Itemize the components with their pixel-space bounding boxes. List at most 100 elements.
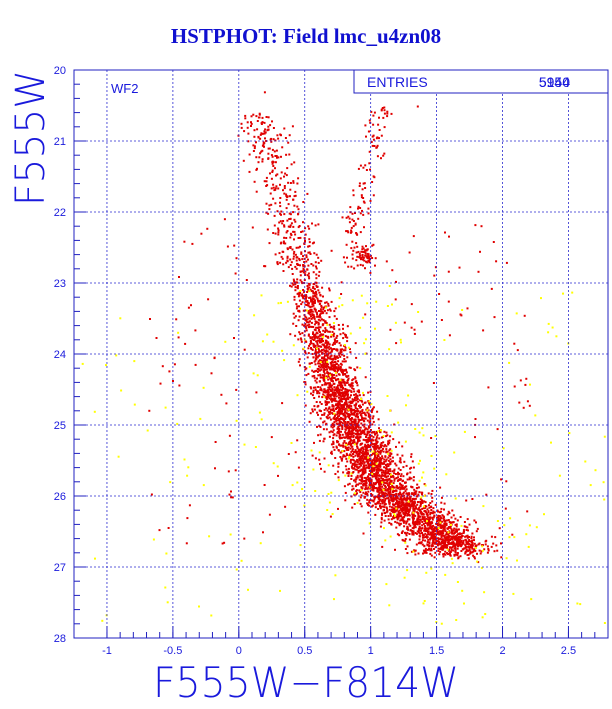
data-point-red xyxy=(410,466,413,469)
data-point-red xyxy=(441,538,444,541)
data-point-yellow xyxy=(603,435,606,438)
data-point-red xyxy=(311,336,314,339)
data-point-red xyxy=(328,416,331,419)
data-point-red xyxy=(259,152,262,155)
data-point-red xyxy=(305,329,308,332)
data-point-red xyxy=(296,205,299,208)
data-point-red xyxy=(376,487,379,490)
data-point-red xyxy=(382,483,385,486)
data-point-red xyxy=(333,433,336,436)
x-tick-label: 1 xyxy=(368,645,374,657)
data-point-red xyxy=(390,518,393,521)
data-point-red xyxy=(377,490,380,493)
data-point-red xyxy=(260,132,263,135)
data-point-red xyxy=(380,483,382,486)
data-point-red xyxy=(290,163,293,166)
data-point-red xyxy=(384,485,387,487)
data-point-red xyxy=(397,503,399,506)
data-point-red xyxy=(345,401,348,404)
data-point-red xyxy=(313,287,316,290)
data-point-red xyxy=(322,311,325,314)
data-point-red xyxy=(343,440,346,443)
data-point-red xyxy=(451,536,454,538)
data-point-yellow xyxy=(253,314,256,317)
data-point-yellow xyxy=(372,450,375,453)
data-point-red xyxy=(313,360,316,363)
data-point-red xyxy=(356,384,359,387)
data-point-red xyxy=(358,489,361,492)
data-point-yellow xyxy=(322,336,324,338)
data-point-red xyxy=(305,374,308,377)
data-point-red xyxy=(329,515,332,518)
data-point-red xyxy=(380,516,383,519)
data-point-red xyxy=(428,541,431,544)
data-point-red xyxy=(342,323,344,326)
data-point-red xyxy=(230,490,232,493)
data-point-yellow xyxy=(302,347,305,350)
data-point-red xyxy=(419,511,422,514)
data-point-red xyxy=(272,138,275,141)
data-point-red xyxy=(446,541,449,544)
data-point-red xyxy=(286,248,289,251)
data-point-red xyxy=(318,349,321,352)
data-point-red xyxy=(280,171,283,174)
data-point-red xyxy=(352,388,355,390)
chip-label: WF2 xyxy=(111,81,138,96)
data-point-red xyxy=(244,117,247,120)
data-point-red xyxy=(318,439,321,442)
data-point-red xyxy=(333,389,336,392)
data-point-red xyxy=(384,497,387,500)
data-point-red xyxy=(354,212,356,214)
data-point-red xyxy=(347,475,350,477)
data-point-red xyxy=(317,274,320,277)
data-point-red xyxy=(380,157,382,160)
data-point-red xyxy=(297,319,300,322)
data-point-red xyxy=(292,181,295,184)
data-point-red xyxy=(434,266,437,269)
data-point-red xyxy=(288,134,291,137)
data-point-red xyxy=(464,535,467,538)
data-point-yellow xyxy=(543,513,545,516)
data-point-red xyxy=(339,368,342,371)
data-point-red xyxy=(476,527,479,530)
data-point-red xyxy=(351,506,354,509)
data-point-yellow xyxy=(502,447,505,450)
data-point-red xyxy=(247,132,250,135)
data-point-red xyxy=(318,424,321,427)
data-point-red xyxy=(231,496,234,499)
data-point-red xyxy=(302,309,305,312)
data-point-red xyxy=(367,458,369,460)
data-point-red xyxy=(332,398,335,401)
data-point-red xyxy=(522,406,525,409)
data-point-red xyxy=(363,456,366,459)
data-point-red xyxy=(308,362,311,365)
data-point-red xyxy=(230,496,233,499)
data-point-red xyxy=(396,506,399,509)
data-point-red xyxy=(338,437,341,440)
data-point-red xyxy=(365,455,368,458)
data-point-red xyxy=(256,120,259,122)
data-point-red xyxy=(340,457,343,460)
data-point-red xyxy=(302,265,305,268)
data-point-red xyxy=(301,332,304,335)
data-point-red xyxy=(213,356,216,359)
data-point-red xyxy=(336,419,339,422)
data-point-yellow xyxy=(360,294,363,297)
data-point-red xyxy=(330,408,332,411)
data-point-red xyxy=(375,458,378,461)
data-point-red xyxy=(385,475,388,478)
data-point-red xyxy=(333,364,336,367)
data-point-red xyxy=(366,476,369,478)
data-point-red xyxy=(366,461,369,464)
data-point-red xyxy=(409,506,412,509)
data-point-red xyxy=(277,233,280,236)
data-point-red xyxy=(387,515,390,517)
data-point-red xyxy=(436,533,439,536)
data-point-yellow xyxy=(391,303,393,306)
data-point-red xyxy=(436,540,439,543)
data-point-red xyxy=(371,257,374,259)
data-point-red xyxy=(320,259,323,262)
data-point-red xyxy=(387,440,390,443)
data-point-red xyxy=(362,258,364,261)
data-point-red xyxy=(414,532,417,534)
